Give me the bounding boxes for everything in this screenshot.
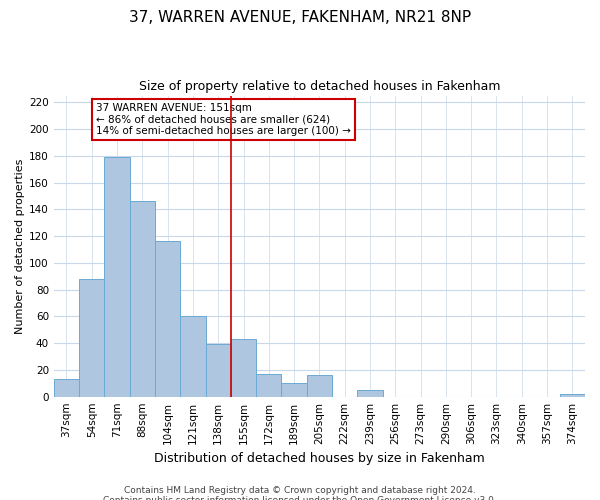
Text: 37 WARREN AVENUE: 151sqm
← 86% of detached houses are smaller (624)
14% of semi-: 37 WARREN AVENUE: 151sqm ← 86% of detach…: [96, 103, 351, 136]
Text: Contains HM Land Registry data © Crown copyright and database right 2024.: Contains HM Land Registry data © Crown c…: [124, 486, 476, 495]
Bar: [231, 339, 256, 396]
Bar: [206, 344, 231, 397]
Bar: [130, 202, 155, 396]
Bar: [281, 384, 307, 396]
Bar: [79, 279, 104, 396]
Text: Contains public sector information licensed under the Open Government Licence v3: Contains public sector information licen…: [103, 496, 497, 500]
Bar: [180, 316, 206, 396]
Bar: [560, 394, 585, 396]
Bar: [155, 242, 180, 396]
X-axis label: Distribution of detached houses by size in Fakenham: Distribution of detached houses by size …: [154, 452, 485, 465]
Bar: [307, 376, 332, 396]
Bar: [104, 157, 130, 396]
Bar: [358, 390, 383, 396]
Text: 37, WARREN AVENUE, FAKENHAM, NR21 8NP: 37, WARREN AVENUE, FAKENHAM, NR21 8NP: [129, 10, 471, 25]
Bar: [256, 374, 281, 396]
Bar: [54, 380, 79, 396]
Y-axis label: Number of detached properties: Number of detached properties: [15, 158, 25, 334]
Title: Size of property relative to detached houses in Fakenham: Size of property relative to detached ho…: [139, 80, 500, 93]
